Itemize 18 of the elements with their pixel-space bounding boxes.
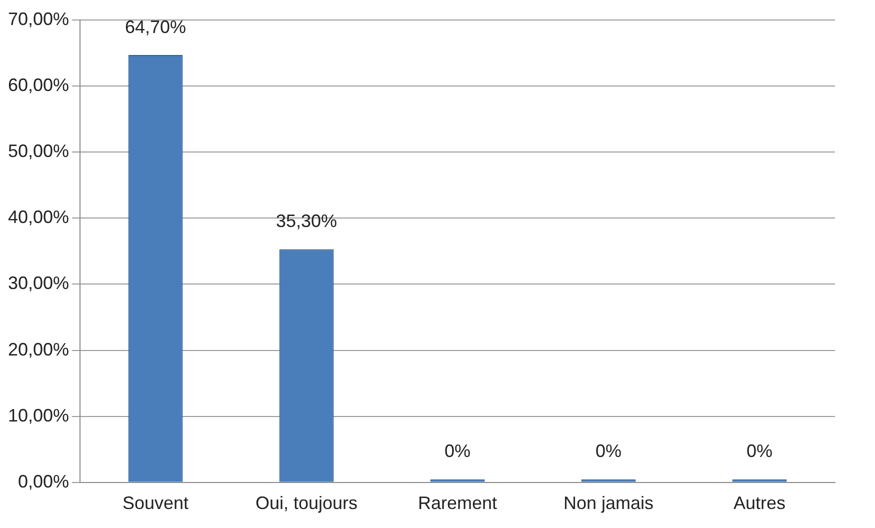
y-tick-label: 10,00%	[8, 405, 70, 426]
x-tick-label: Rarement	[418, 493, 498, 514]
x-tick-label: Oui, toujours	[256, 493, 358, 514]
data-label: 0%	[596, 440, 622, 461]
y-tick-label: 40,00%	[8, 207, 70, 228]
x-tick-label: Autres	[733, 493, 786, 514]
y-tick-label: 60,00%	[8, 75, 70, 96]
y-tick-label: 50,00%	[8, 141, 70, 162]
y-tick-label: 20,00%	[8, 339, 70, 360]
x-tick-label: Non jamais	[563, 493, 654, 514]
x-tick-label: Souvent	[122, 493, 189, 514]
data-label: 0%	[746, 440, 773, 461]
data-label: 64,70%	[125, 16, 186, 37]
data-label: 35,30%	[276, 211, 338, 232]
y-tick-label: 0,00%	[18, 471, 70, 492]
y-tick-label: 70,00%	[8, 8, 70, 29]
y-tick-label: 30,00%	[8, 273, 70, 294]
data-label: 0%	[444, 440, 471, 461]
